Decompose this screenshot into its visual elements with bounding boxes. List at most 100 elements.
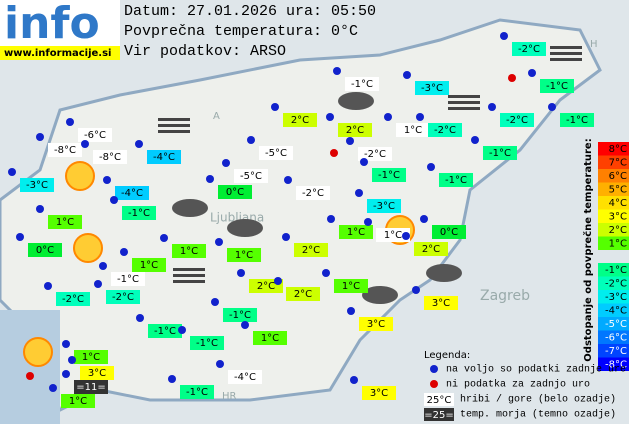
station-dot — [178, 326, 186, 334]
station-label: -3°C — [373, 201, 395, 212]
station-label: -2°C — [112, 292, 134, 303]
station-dot — [322, 269, 330, 277]
station-label: 0°C — [440, 227, 458, 238]
scale-label: -4°C — [605, 306, 627, 317]
legend-sample — [424, 408, 454, 421]
scale-label: 3°C — [609, 212, 627, 223]
header-line: Vir podatkov: ARSO — [124, 43, 286, 60]
station-label-box — [111, 272, 145, 286]
station-label: 2°C — [257, 281, 275, 292]
station-label: 3°C — [88, 368, 106, 379]
station-label-box — [148, 324, 182, 338]
station-label-box — [286, 287, 320, 301]
station-label-box — [283, 113, 317, 127]
station-label-box — [512, 42, 546, 56]
station-label-box — [172, 244, 206, 258]
station-dot — [160, 234, 168, 242]
station-label: -4°C — [234, 372, 256, 383]
station-label-box — [296, 186, 330, 200]
no-data-dot — [508, 74, 516, 82]
station-label: 2°C — [422, 244, 440, 255]
scale-label: -2°C — [605, 279, 627, 290]
scale-label: 5°C — [609, 185, 627, 196]
station-label: 2°C — [346, 125, 364, 136]
station-dot — [350, 376, 358, 384]
station-label-box — [80, 366, 114, 380]
station-dot — [548, 103, 556, 111]
station-label-box — [359, 317, 393, 331]
station-dot — [110, 196, 118, 204]
header-line: Datum: 27.01.2026 ura: 05:50 — [124, 3, 376, 20]
station-label-box — [106, 290, 140, 304]
station-label: -1°C — [489, 148, 511, 159]
station-label: -1°C — [445, 175, 467, 186]
station-dot — [528, 69, 536, 77]
station-dot — [384, 113, 392, 121]
scale-box — [598, 263, 629, 277]
station-label: =11= — [76, 382, 105, 393]
legend-sample-text: 25°C — [427, 395, 452, 406]
station-dot — [355, 189, 363, 197]
station-dot — [135, 140, 143, 148]
url-box — [0, 46, 120, 60]
station-dot — [360, 158, 368, 166]
scale-label: 8°C — [609, 144, 627, 155]
station-dot — [215, 238, 223, 246]
station-dot — [402, 232, 410, 240]
scale-box — [598, 155, 629, 169]
station-label-box — [259, 146, 293, 160]
station-label-box — [61, 394, 95, 408]
station-dot — [241, 321, 249, 329]
station-label: 1°C — [347, 227, 365, 238]
station-dot — [500, 32, 508, 40]
station-dot — [346, 137, 354, 145]
station-label-box — [372, 168, 406, 182]
station-label: 1°C — [140, 260, 158, 271]
station-label: -5°C — [265, 148, 287, 159]
station-label: -2°C — [434, 125, 456, 136]
scale-box — [598, 357, 629, 371]
station-label-box — [132, 258, 166, 272]
station-dot — [364, 218, 372, 226]
station-dot — [326, 113, 334, 121]
url: www.informacije.si — [4, 48, 112, 59]
station-label-box — [439, 173, 473, 187]
station-dot — [427, 163, 435, 171]
station-label-box — [414, 242, 448, 256]
station-dot — [274, 277, 282, 285]
station-label-box — [362, 386, 396, 400]
station-label: -8°C — [99, 152, 121, 163]
station-label-box — [424, 296, 458, 310]
legend-sample — [424, 393, 454, 406]
station-label-box — [122, 206, 156, 220]
station-label: -1°C — [128, 208, 150, 219]
scale-box — [598, 276, 629, 290]
station-dot — [403, 71, 411, 79]
station-dot — [136, 314, 144, 322]
scale-box — [598, 223, 629, 237]
station-label-box — [180, 385, 214, 399]
place-name: Zagreb — [480, 288, 530, 304]
station-label-box — [74, 380, 108, 394]
station-dot — [49, 384, 57, 392]
logo: info — [4, 0, 100, 49]
station-label-box — [48, 215, 82, 229]
scale-box — [598, 196, 629, 210]
station-label: -2°C — [62, 294, 84, 305]
legend-sample-text: =25= — [424, 410, 453, 421]
station-label-box — [78, 128, 112, 142]
station-label-box — [48, 143, 82, 157]
station-label: 3°C — [367, 319, 385, 330]
station-dot — [282, 233, 290, 241]
no-data-dot — [330, 149, 338, 157]
station-label: -2°C — [364, 149, 386, 160]
scale-label: -6°C — [605, 333, 627, 344]
station-dot — [103, 176, 111, 184]
station-dot — [62, 370, 70, 378]
station-label-box — [367, 199, 401, 213]
scale-box — [598, 303, 629, 317]
station-label-box — [147, 150, 181, 164]
station-dot — [62, 340, 70, 348]
station-label-box — [294, 243, 328, 257]
scale-box — [598, 330, 629, 344]
